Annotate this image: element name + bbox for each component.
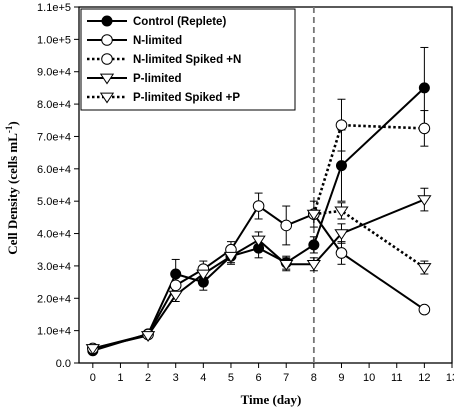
plot-area-frame [78, 6, 453, 364]
y-tick-label: 3.0e+4 [37, 261, 71, 273]
data-point [335, 247, 348, 259]
legend-label: P-limited Spiked +P [133, 92, 240, 104]
y-tick-label: 1.0e+5 [37, 34, 71, 46]
x-tick-label: 0 [90, 372, 96, 384]
data-point [308, 239, 320, 251]
series-line [312, 123, 425, 215]
data-point [85, 344, 100, 355]
x-tick-label: 10 [363, 372, 375, 384]
data-point [418, 303, 431, 316]
legend-label: N-limited Spiked +N [133, 54, 241, 66]
x-tick-label: 4 [200, 372, 206, 384]
x-tick-label: 8 [311, 372, 317, 384]
y-tick-label: 7.0e+4 [37, 131, 71, 143]
series-markers-4 [306, 206, 432, 275]
legend-marker [99, 73, 115, 85]
data-point [140, 331, 156, 342]
y-tick-label: 8.0e+4 [37, 99, 71, 111]
y-tick-label: 0.0 [56, 358, 71, 370]
legend-marker [101, 53, 113, 65]
y-tick-label: 4.0e+4 [37, 229, 71, 241]
series-line [92, 87, 426, 352]
series-line [92, 198, 425, 350]
x-tick-label: 9 [338, 372, 344, 384]
x-tick-label: 11 [391, 372, 402, 384]
x-tick-label: 2 [145, 372, 151, 384]
data-point [417, 195, 432, 207]
data-point [334, 229, 349, 241]
data-point [334, 206, 349, 218]
x-axis-title: Time (day) [241, 392, 302, 407]
y-axis-title-end: ) [5, 121, 20, 125]
data-point [306, 209, 321, 221]
data-point [279, 259, 294, 271]
data-point [170, 268, 182, 280]
series-1 [88, 192, 429, 351]
legend-marker [99, 92, 115, 104]
legend-label: P-limited [133, 73, 182, 85]
y-tick-label: 2.0e+4 [37, 293, 71, 305]
x-tick-label: 12 [418, 372, 430, 384]
y-tick-label: 9.0e+4 [37, 67, 71, 79]
y-axis-title-sup: -1 [4, 125, 14, 133]
y-axis-title-main: Cell Density (cells mL [5, 133, 20, 255]
data-point [335, 160, 347, 172]
data-point [168, 290, 183, 302]
data-point [418, 122, 431, 135]
legend-marker [101, 34, 113, 46]
x-tick-label: 7 [283, 372, 289, 384]
series-markers-1 [87, 200, 431, 355]
legend-label: N-limited [133, 35, 182, 47]
y-axis-title: Cell Density (cells mL-1) [4, 121, 20, 255]
x-tick-label: 5 [228, 372, 234, 384]
data-point [417, 263, 432, 275]
legend-label: Control (Replete) [133, 16, 226, 28]
y-tick-label: 5.0e+4 [37, 196, 71, 208]
legend-box [80, 8, 296, 111]
legend: Control (Replete) N-limited N-limited Spik… [80, 8, 296, 111]
data-point [196, 269, 211, 281]
y-tick-label: 6.0e+4 [37, 164, 71, 176]
y-tick-label: 1.0e+4 [37, 326, 71, 338]
data-point [223, 251, 239, 263]
data-point [335, 119, 348, 131]
data-point [252, 200, 265, 212]
data-point [251, 235, 266, 247]
series-line [92, 204, 425, 350]
x-tick-label: 6 [256, 372, 262, 384]
series-markers-3 [85, 195, 432, 355]
data-point [280, 219, 293, 232]
x-tick-label: 3 [173, 372, 179, 384]
x-tick-label: 13 [446, 372, 454, 384]
legend-marker [101, 15, 113, 27]
series-line [313, 209, 426, 269]
data-point [169, 279, 182, 292]
y-tick-label: 1.1e+5 [37, 2, 71, 14]
data-point [306, 259, 321, 271]
data-point [418, 82, 430, 94]
x-tick-label: 1 [117, 372, 123, 384]
